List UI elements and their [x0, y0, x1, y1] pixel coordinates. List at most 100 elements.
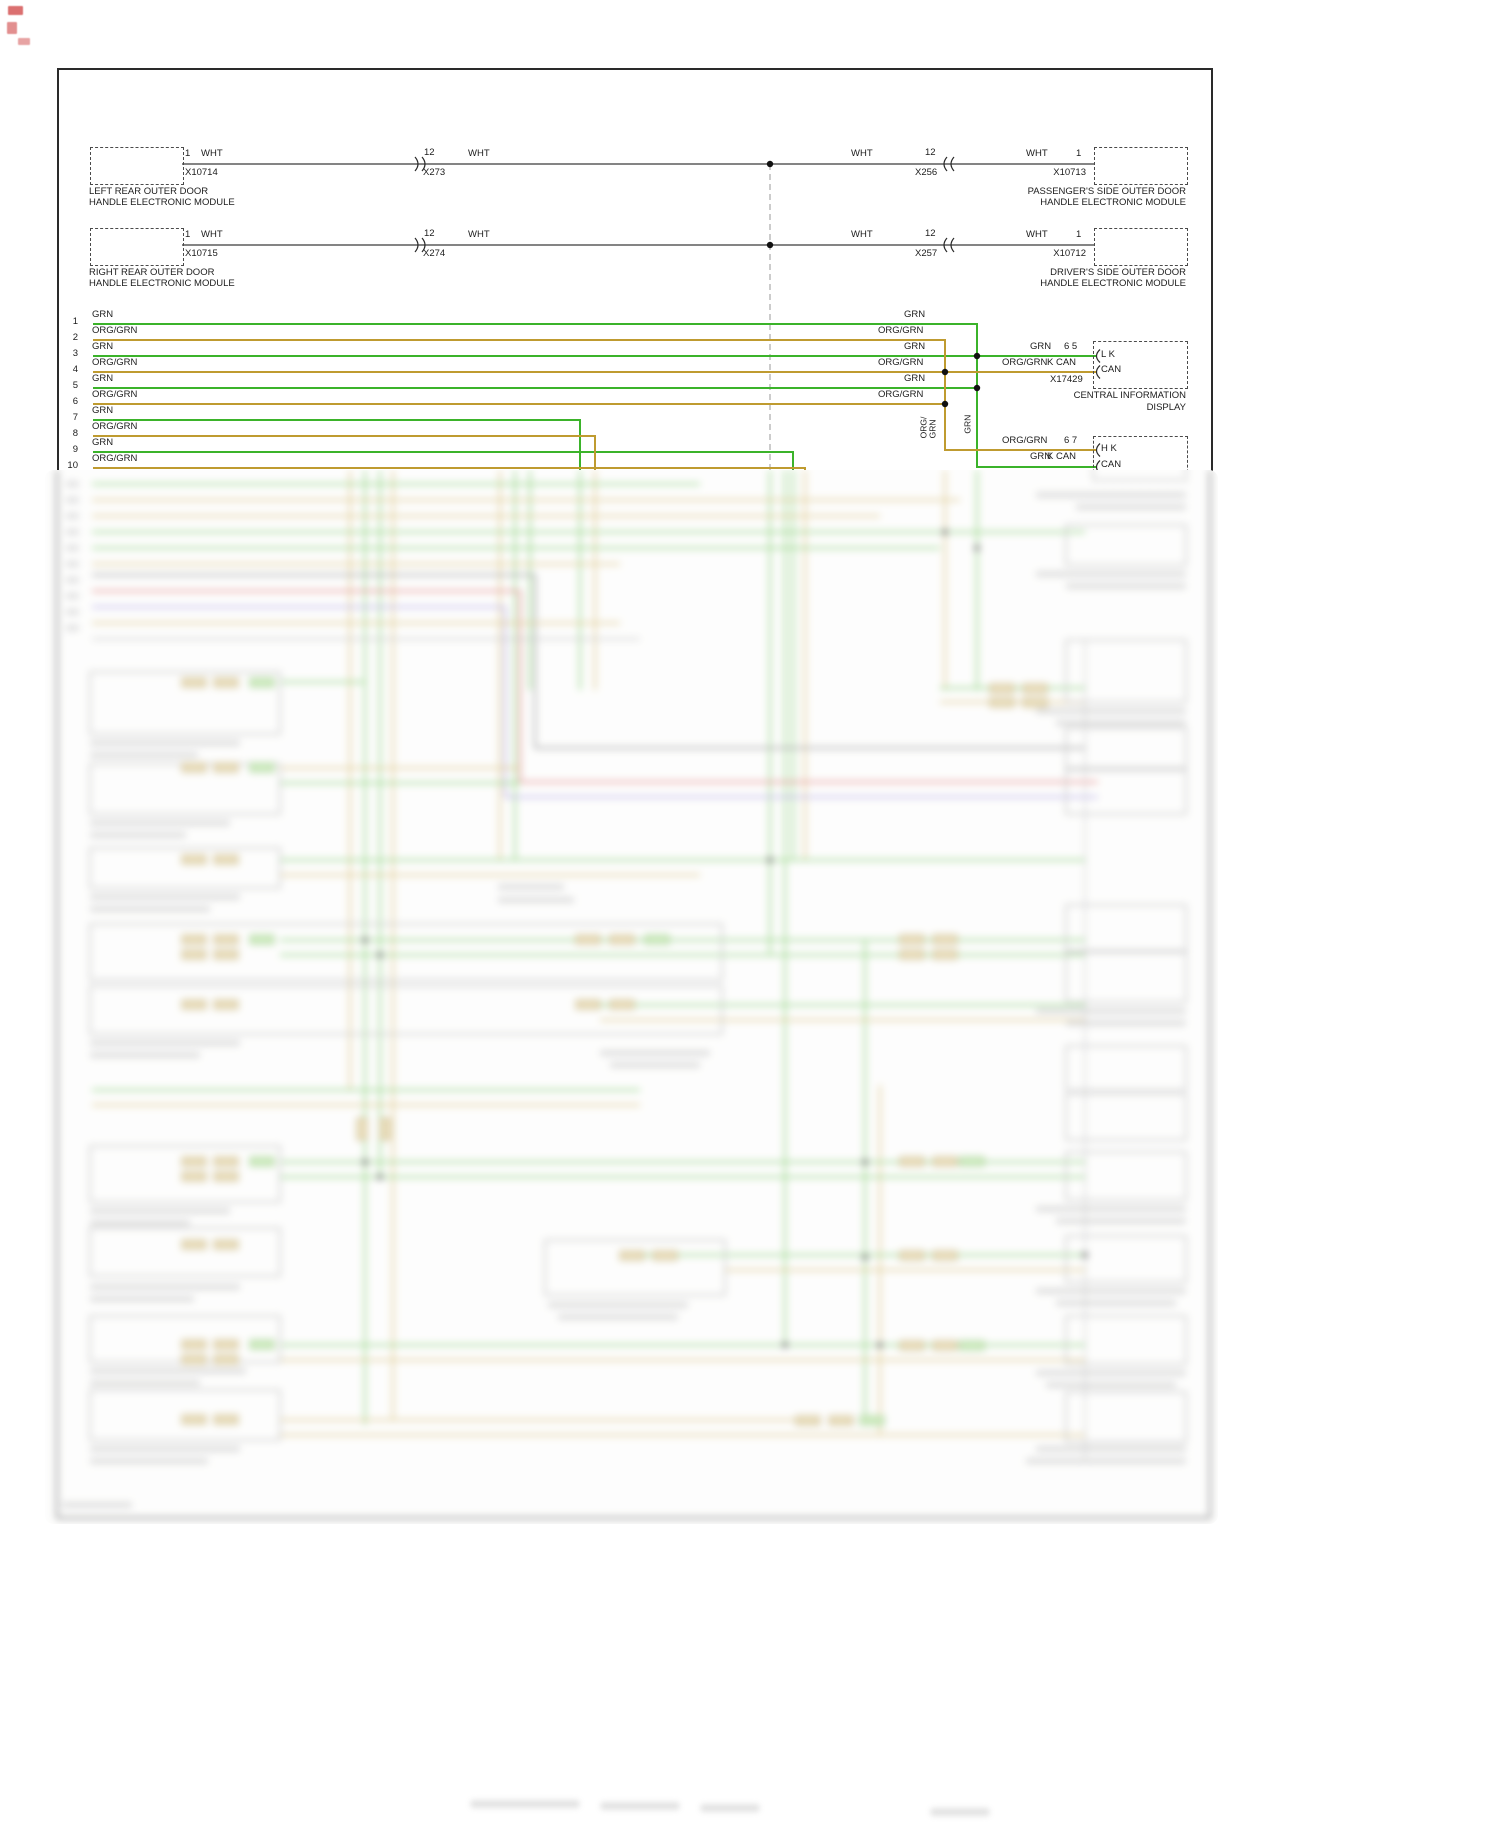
blur-white-wash — [45, 470, 1218, 1524]
wire-color-label: WHT — [468, 229, 490, 240]
signal-label: H K — [1101, 443, 1117, 454]
blurred-terminal-connectors-green — [249, 677, 985, 1426]
connector-id: X10713 — [1053, 167, 1086, 178]
wire-color-label: WHT — [1026, 148, 1048, 159]
junction-dots — [766, 160, 981, 408]
bus-wire-label: ORG/GRN — [92, 357, 138, 368]
pin-number: 1 — [1076, 148, 1082, 159]
bus-row-number: 8 — [72, 428, 78, 439]
bus-row-number: 4 — [72, 364, 78, 375]
grn-wire-9 — [93, 451, 794, 472]
bus-wire-label: GRN — [92, 309, 114, 320]
bus-wire-label: GRN — [92, 373, 114, 384]
module-box-passenger-side — [1094, 147, 1188, 185]
blurred-box — [1092, 470, 1187, 481]
blurred-component-boxes — [89, 524, 1187, 1443]
connector-id: X10715 — [185, 248, 218, 259]
bus-wire-label-right: GRN — [904, 341, 926, 352]
pin-number: 12 — [424, 147, 435, 158]
module-name: CENTRAL INFORMATION — [1073, 390, 1186, 401]
bus-row-number: 9 — [72, 444, 78, 455]
pin-number: 1 — [185, 229, 191, 240]
blurred-wiring-content — [56, 470, 1211, 1519]
module-box-central-information-display — [1093, 341, 1188, 389]
bus-row-number: 10 — [67, 460, 78, 471]
inline-connector-icons — [414, 156, 1101, 474]
grn-wires — [93, 323, 1096, 472]
pin-number: 12 — [424, 228, 435, 239]
module-name: HANDLE ELECTRONIC MODULE — [89, 278, 235, 289]
wire-color-label: WHT — [851, 229, 873, 240]
pin-number: 1 — [185, 148, 191, 159]
bus-name-label: K CAN — [1047, 451, 1077, 462]
module-name: DRIVER'S SIDE OUTER DOOR — [1050, 267, 1186, 278]
wire-color-label: WHT — [468, 148, 490, 159]
wire-color-label: WHT — [201, 229, 223, 240]
module-name: HANDLE ELECTRONIC MODULE — [1040, 278, 1186, 289]
bus-wire-label: ORG/GRN — [92, 453, 138, 464]
wire-color-label: ORG/GRN — [1002, 357, 1048, 368]
connector-id: X10712 — [1053, 248, 1086, 259]
bus-wire-label: ORG/GRN — [92, 421, 138, 432]
vertical-wire-label-grn: GRN — [962, 414, 973, 434]
module-box-driver-side — [1094, 228, 1188, 266]
pin-numbers: 6 5 — [1064, 341, 1078, 352]
scan-artifact — [18, 38, 30, 45]
scan-artifact — [7, 22, 17, 34]
bottom-smudge — [470, 1800, 580, 1808]
wht-wires — [182, 163, 1094, 246]
wire-color-label: WHT — [851, 148, 873, 159]
wire-color-label: WHT — [201, 148, 223, 159]
connector-id: X273 — [423, 167, 446, 178]
pin-number: 12 — [925, 228, 936, 239]
module-box-left-rear — [90, 147, 184, 185]
bottom-smudge — [930, 1808, 990, 1816]
connector-id: X257 — [915, 248, 938, 259]
bus-row-number: 3 — [72, 348, 78, 359]
blurred-junction-dots — [362, 529, 1088, 1348]
bus-wire-label: ORG/GRN — [92, 325, 138, 336]
bottom-smudge — [600, 1802, 680, 1810]
blurred-terminal-connectors — [181, 677, 1048, 1426]
bus-wire-label-right: ORG/GRN — [878, 357, 924, 368]
signal-label: L K — [1101, 349, 1115, 360]
module-name: LEFT REAR OUTER DOOR — [89, 186, 209, 197]
bus-row-number: 5 — [72, 380, 78, 391]
bus-name-label: K CAN — [1047, 357, 1077, 368]
module-name: RIGHT REAR OUTER DOOR — [89, 267, 215, 278]
bus-wire-label: ORG/GRN — [92, 389, 138, 400]
bus-row-number: 1 — [72, 316, 78, 327]
wire-color-label: WHT — [1026, 229, 1048, 240]
blurred-horizontal-wires-upper — [92, 483, 1098, 798]
connector-id: X256 — [915, 167, 938, 178]
connector-id: X10714 — [185, 167, 218, 178]
module-name: DISPLAY — [1146, 402, 1186, 413]
org-grn-wire-2 — [93, 339, 1096, 451]
wire-color-label: GRN — [1030, 341, 1052, 352]
signal-label: CAN — [1101, 364, 1122, 375]
pin-number: 12 — [925, 147, 936, 158]
pin-numbers: 6 7 — [1064, 435, 1078, 446]
module-name: HANDLE ELECTRONIC MODULE — [89, 197, 235, 208]
org-grn-wire-8 — [93, 435, 596, 472]
bus-wire-label-right: GRN — [904, 309, 926, 320]
bus-row-number: 7 — [72, 412, 78, 423]
module-name: HANDLE ELECTRONIC MODULE — [1040, 197, 1186, 208]
module-name: PASSENGER'S SIDE OUTER DOOR — [1027, 186, 1186, 197]
pin-number: 1 — [1076, 229, 1082, 240]
scan-artifact — [8, 6, 23, 15]
grn-wire-7 — [93, 419, 581, 472]
bus-wire-label-right: GRN — [904, 373, 926, 384]
connector-id: X17429 — [1050, 374, 1083, 385]
bus-wire-label-right: ORG/GRN — [878, 325, 924, 336]
vertical-wire-label-line: GRN — [928, 419, 938, 439]
bus-wire-label: GRN — [92, 341, 114, 352]
bus-row-number: 2 — [72, 332, 78, 343]
module-box-right-rear — [90, 228, 184, 266]
bus-wire-label: GRN — [92, 405, 114, 416]
blurred-page-border — [56, 470, 1211, 1519]
bus-wire-label-right: ORG/GRN — [878, 389, 924, 400]
bus-row-number: 6 — [72, 396, 78, 407]
vertical-wire-label-org-grn: ORG/ GRN — [919, 404, 939, 439]
